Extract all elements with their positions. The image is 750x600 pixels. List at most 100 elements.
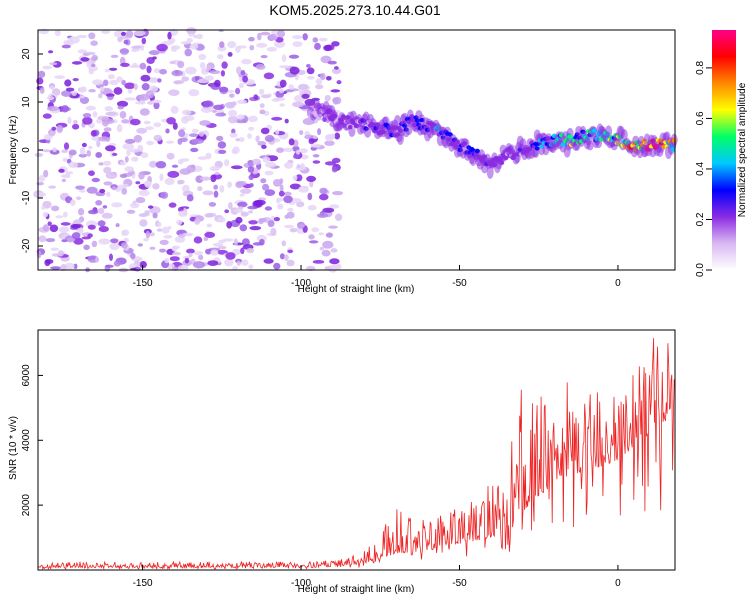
snr-x-ticks: -150 -100 -50 0 (133, 565, 621, 589)
noise-blob (196, 33, 203, 40)
noise-blob (43, 169, 49, 178)
noise-blob (217, 45, 227, 52)
noise-blob (105, 69, 110, 73)
noise-blob (121, 119, 130, 124)
noise-blob (88, 145, 93, 150)
noise-blob (233, 208, 244, 213)
noise-blob (156, 43, 168, 52)
signal-halo (486, 165, 494, 179)
noise-blob (262, 156, 271, 163)
noise-blob (116, 124, 123, 133)
noise-blob (248, 210, 254, 214)
noise-blob (130, 252, 136, 260)
noise-blob (161, 226, 170, 234)
noise-blob (247, 205, 258, 210)
noise-blob (318, 232, 325, 236)
noise-blob (42, 149, 51, 153)
noise-blob (124, 82, 136, 90)
noise-blob (121, 188, 128, 195)
noise-blob (292, 101, 304, 108)
noise-blob (171, 69, 183, 77)
noise-blob (155, 161, 167, 169)
noise-blob (68, 36, 80, 44)
noise-blob (79, 147, 86, 155)
noise-blob (312, 160, 321, 164)
noise-blob (204, 231, 216, 238)
noise-blob (108, 74, 115, 80)
noise-blob (240, 188, 252, 194)
noise-blob (126, 209, 136, 214)
noise-blob (212, 242, 224, 247)
noise-blob (192, 138, 204, 144)
noise-blob (225, 101, 236, 109)
noise-blob (205, 248, 212, 255)
snr-y-label: SNR (10 * v/v) (8, 416, 19, 480)
noise-blob (49, 224, 59, 233)
noise-blob (307, 204, 317, 211)
noise-blob (279, 184, 284, 193)
noise-blob (206, 223, 213, 228)
noise-blob (219, 41, 225, 48)
y-tick-label: 0 (21, 147, 32, 153)
noise-blob (91, 177, 101, 183)
noise-blob (36, 182, 44, 186)
signal-halo (405, 125, 413, 136)
noise-blob (212, 173, 223, 180)
noise-blob (216, 135, 224, 142)
noise-blob (182, 255, 191, 260)
noise-blob (149, 85, 159, 93)
noise-blob (324, 140, 335, 146)
noise-blob (288, 54, 300, 59)
noise-blob (111, 202, 123, 208)
noise-blob (247, 160, 254, 167)
noise-blob (329, 204, 340, 209)
noise-blob (83, 244, 90, 251)
noise-blob (233, 238, 238, 246)
y-tick-label: 4000 (21, 429, 32, 452)
noise-blob (148, 50, 160, 56)
noise-blob (34, 152, 44, 157)
noise-blob (54, 75, 66, 79)
noise-blob (248, 264, 254, 270)
noise-blob (98, 162, 104, 166)
noise-blob (135, 181, 141, 185)
noise-blob (115, 223, 120, 228)
noise-blob (273, 262, 281, 270)
noise-blob (292, 175, 298, 181)
noise-blob (199, 120, 211, 126)
noise-blob (48, 131, 56, 137)
noise-blob (86, 150, 92, 157)
noise-blob (224, 258, 234, 267)
noise-blob (129, 64, 141, 69)
noise-blob (237, 201, 248, 208)
noise-blob (275, 129, 280, 135)
noise-blob (90, 63, 96, 67)
noise-blob (121, 229, 127, 237)
noise-blob (227, 181, 233, 188)
noise-blob (189, 133, 199, 138)
noise-blob (72, 232, 81, 240)
noise-blob (129, 148, 139, 153)
noise-blob (198, 53, 207, 61)
noise-blob (82, 113, 92, 118)
noise-blob (284, 254, 289, 261)
noise-blob (122, 143, 135, 150)
noise-blob (307, 192, 313, 201)
noise-blob (113, 260, 121, 267)
noise-blob (102, 205, 108, 209)
noise-blob (58, 168, 65, 173)
signal-mark (546, 136, 552, 141)
noise-blob (315, 84, 324, 90)
noise-blob (78, 208, 85, 216)
noise-blob (55, 215, 64, 219)
noise-blob (259, 109, 266, 115)
noise-blob (72, 123, 80, 130)
noise-blob (110, 238, 119, 244)
noise-blob (248, 220, 258, 225)
noise-blob (130, 202, 140, 209)
noise-blob (257, 32, 262, 41)
noise-blob (227, 115, 238, 124)
spectrogram-y-label: Frequency (Hz) (8, 116, 19, 185)
noise-blob (242, 75, 249, 83)
